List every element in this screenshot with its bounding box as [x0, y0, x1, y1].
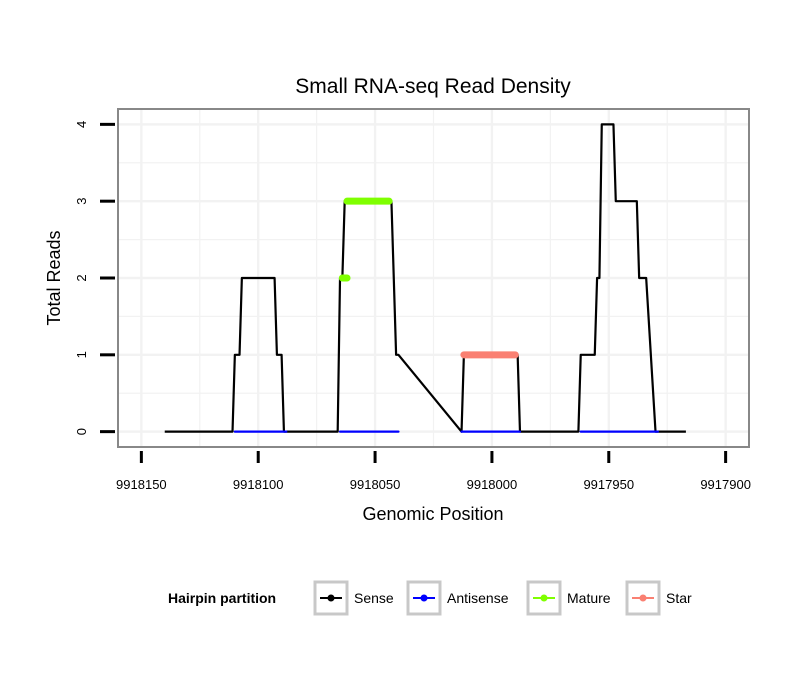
y-tick-label: 2	[74, 274, 89, 281]
x-tick-label: 9918150	[116, 477, 167, 492]
legend-key-point	[327, 594, 335, 602]
x-tick-label: 9917900	[700, 477, 751, 492]
x-tick-label: 9918000	[467, 477, 518, 492]
x-tick-label: 9918050	[350, 477, 401, 492]
legend-label: Star	[666, 590, 692, 606]
y-tick-label: 0	[74, 428, 89, 435]
chart-title: Small RNA-seq Read Density	[295, 75, 571, 98]
legend-title: Hairpin partition	[168, 590, 276, 606]
y-axis: 0 1 2 3 4	[74, 121, 115, 435]
plot-panel-border	[117, 108, 750, 448]
x-tick-label: 9917950	[583, 477, 634, 492]
legend-item-mature: Mature	[526, 580, 611, 616]
legend: Hairpin partition Sense Antisense Mature St…	[168, 580, 692, 616]
legend-key-point	[639, 594, 647, 602]
legend-item-star: Star	[625, 580, 692, 616]
legend-item-sense: Sense	[313, 580, 394, 616]
legend-key-point	[420, 594, 428, 602]
y-tick-label: 3	[74, 198, 89, 205]
x-axis-title: Genomic Position	[362, 504, 503, 524]
y-axis-title: Total Reads	[44, 230, 64, 325]
legend-label: Antisense	[447, 590, 509, 606]
x-tick-label: 9918100	[233, 477, 284, 492]
y-tick-label: 4	[74, 121, 89, 128]
x-axis: 9918150 9918100 9918050 9918000 9917950 99179…	[116, 451, 751, 492]
legend-label: Mature	[567, 590, 611, 606]
y-tick-label: 1	[74, 351, 89, 358]
legend-item-antisense: Antisense	[406, 580, 509, 616]
legend-label: Sense	[354, 590, 394, 606]
overlay-series	[233, 197, 659, 433]
legend-key-point	[540, 594, 548, 602]
